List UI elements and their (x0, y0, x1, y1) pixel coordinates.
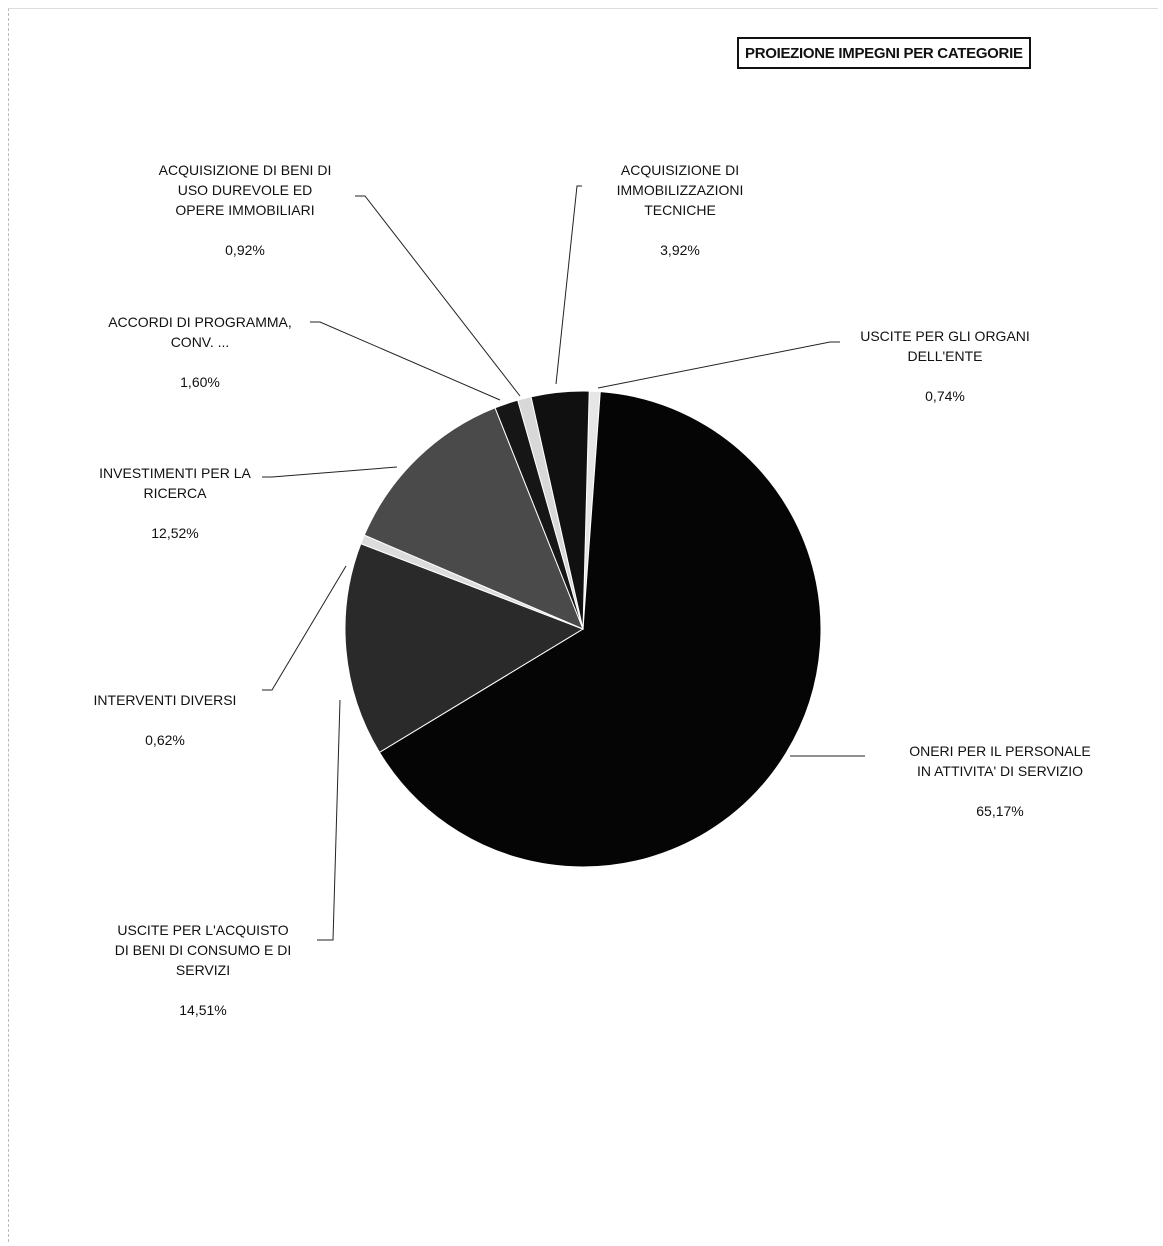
chart-title: PROIEZIONE IMPEGNI PER CATEGORIE (737, 37, 1031, 69)
leader-uscite-organi (597, 341, 840, 389)
label-interventi-diversi-name: INTERVENTI DIVERSI (93, 692, 237, 708)
label-oneri-personale-value: 65,17% (976, 803, 1024, 819)
leader-beni-durevoli (355, 195, 521, 397)
label-uscite-organi-name: USCITE PER GLI ORGANI DELL'ENTE (860, 328, 1030, 364)
label-uscite-acquisto: USCITE PER L'ACQUISTO DI BENI DI CONSUMO… (78, 900, 328, 1040)
pie-slice-investimenti-ricerca (363, 407, 584, 630)
pie-slice-oneri-personale (378, 391, 822, 868)
label-uscite-acquisto-name: USCITE PER L'ACQUISTO DI BENI DI CONSUMO… (114, 922, 292, 978)
label-immobilizzazioni-tecniche: ACQUISIZIONE DI IMMOBILIZZAZIONI TECNICH… (560, 140, 800, 280)
label-beni-durevoli: ACQUISIZIONE DI BENI DI USO DUREVOLE ED … (115, 140, 375, 280)
label-interventi-diversi: INTERVENTI DIVERSI 0,62% (65, 670, 265, 770)
label-beni-durevoli-name: ACQUISIZIONE DI BENI DI USO DUREVOLE ED … (158, 162, 332, 218)
label-interventi-diversi-value: 0,62% (145, 732, 185, 748)
label-uscite-organi: USCITE PER GLI ORGANI DELL'ENTE 0,74% (820, 306, 1070, 426)
label-oneri-personale-name: ONERI PER IL PERSONALE IN ATTIVITA' DI S… (909, 743, 1091, 779)
pie-slice-immobilizzazioni-tecniche (530, 390, 590, 630)
label-accordi-programma-value: 1,60% (180, 374, 220, 390)
label-investimenti-ricerca-value: 12,52% (151, 525, 199, 541)
label-immobilizzazioni-tecniche-value: 3,92% (660, 242, 700, 258)
label-immobilizzazioni-tecniche-name: ACQUISIZIONE DI IMMOBILIZZAZIONI TECNICH… (616, 162, 744, 218)
label-investimenti-ricerca-name: INVESTIMENTI PER LA RICERCA (99, 465, 251, 501)
leader-investimenti-ricerca (262, 466, 398, 478)
label-accordi-programma-name: ACCORDI DI PROGRAMMA, CONV. ... (108, 314, 292, 350)
leader-interventi-diversi (262, 565, 347, 691)
label-oneri-personale: ONERI PER IL PERSONALE IN ATTIVITA' DI S… (870, 721, 1130, 841)
page-border (8, 8, 1158, 1242)
label-uscite-organi-value: 0,74% (925, 388, 965, 404)
leader-accordi-programma (310, 321, 501, 401)
leader-immobilizzazioni-tecniche (555, 185, 582, 385)
label-accordi-programma: ACCORDI DI PROGRAMMA, CONV. ... 1,60% (75, 292, 325, 412)
pie-slice-uscite-acquisto (344, 543, 585, 754)
leader-uscite-acquisto (317, 699, 341, 941)
label-beni-durevoli-value: 0,92% (225, 242, 265, 258)
label-investimenti-ricerca: INVESTIMENTI PER LA RICERCA 12,52% (65, 443, 285, 563)
label-uscite-acquisto-value: 14,51% (179, 1002, 227, 1018)
